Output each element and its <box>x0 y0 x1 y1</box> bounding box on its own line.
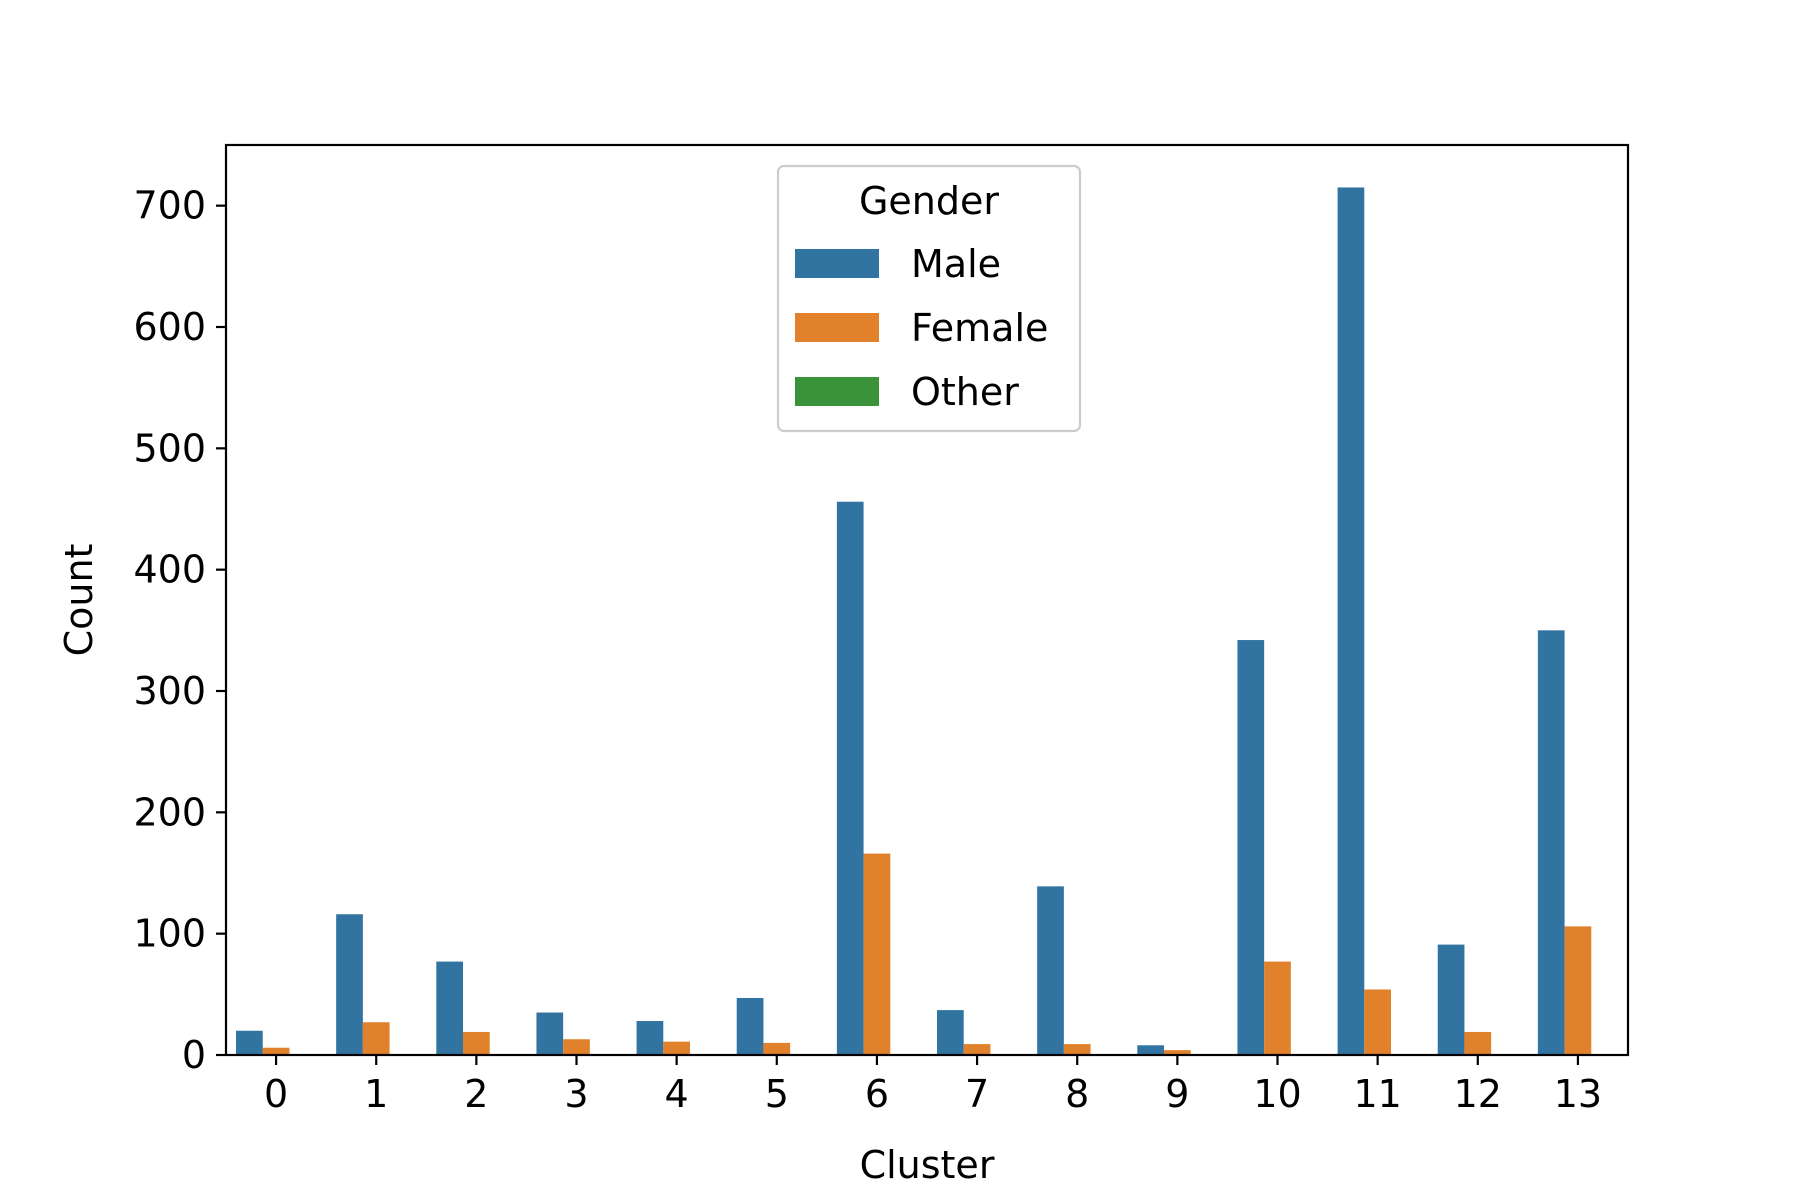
legend-label-female: Female <box>911 306 1048 350</box>
bar-male-4 <box>636 1021 664 1055</box>
y-tick-label: 300 <box>133 669 206 713</box>
bar-male-13 <box>1537 630 1565 1055</box>
legend-swatch-female <box>795 313 879 342</box>
x-tick-label: 13 <box>1554 1072 1602 1116</box>
x-tick-label: 3 <box>564 1072 588 1116</box>
x-axis-title: Cluster <box>860 1143 995 1187</box>
bar-female-7 <box>963 1044 991 1055</box>
axes-frame <box>224 143 1630 1057</box>
plot-area <box>224 143 1630 1057</box>
bar-male-9 <box>1137 1045 1165 1055</box>
bar-male-0 <box>236 1030 263 1055</box>
bar-female-12 <box>1464 1031 1492 1055</box>
bar-female-11 <box>1364 989 1391 1055</box>
y-tick-label: 400 <box>133 548 206 592</box>
bar-female-4 <box>663 1041 690 1055</box>
bar-female-13 <box>1564 926 1592 1055</box>
bars-layer <box>236 187 1592 1056</box>
bar-male-7 <box>937 1010 964 1055</box>
x-tick-label: 5 <box>765 1072 789 1116</box>
x-tick-label: 1 <box>364 1072 388 1116</box>
legend-label-male: Male <box>911 242 1001 286</box>
x-tick-label: 6 <box>865 1072 889 1116</box>
legend-label-other: Other <box>911 370 1019 414</box>
y-tick-label: 500 <box>133 426 206 470</box>
bar-female-3 <box>563 1039 590 1055</box>
y-tick-label: 600 <box>133 305 206 349</box>
bar-male-5 <box>736 997 764 1055</box>
y-tick-label: 700 <box>133 184 206 228</box>
x-tick-label: 4 <box>665 1072 689 1116</box>
x-tick-label: 2 <box>464 1072 488 1116</box>
x-tick-label: 8 <box>1065 1072 1089 1116</box>
x-tick-label: 0 <box>264 1072 288 1116</box>
bar-male-8 <box>1037 886 1064 1055</box>
x-axis: 0 1 2 3 4 5 6 7 8 9 10 11 12 13 <box>264 1055 1602 1116</box>
x-tick-label: 11 <box>1353 1072 1401 1116</box>
x-tick-label: 9 <box>1165 1072 1189 1116</box>
bar-male-6 <box>836 501 864 1056</box>
legend-box <box>776 164 1082 433</box>
bar-male-1 <box>336 914 363 1055</box>
bar-female-1 <box>362 1022 390 1055</box>
legend-swatch-male <box>795 249 879 278</box>
x-tick-label: 12 <box>1454 1072 1502 1116</box>
bar-female-10 <box>1264 961 1291 1055</box>
bar-male-3 <box>536 1012 564 1055</box>
legend-swatch-other <box>795 377 879 406</box>
legend: Gender Male Female Other <box>776 164 1082 433</box>
bar-female-8 <box>1063 1044 1091 1055</box>
y-axis: 0 100 200 300 400 500 600 700 <box>133 184 226 1077</box>
x-tick-label: 7 <box>965 1072 989 1116</box>
bar-male-10 <box>1237 640 1265 1055</box>
y-tick-label: 200 <box>133 790 206 834</box>
y-tick-label: 100 <box>133 912 206 956</box>
bar-female-6 <box>863 853 891 1055</box>
bar-male-11 <box>1337 187 1365 1055</box>
legend-title: Gender <box>859 179 999 223</box>
bar-female-5 <box>763 1042 791 1055</box>
bar-female-2 <box>463 1031 490 1055</box>
bar-male-12 <box>1437 944 1465 1055</box>
bar-female-9 <box>1164 1050 1191 1055</box>
bar-male-2 <box>436 961 464 1055</box>
x-tick-label: 10 <box>1253 1072 1301 1116</box>
bar-female-0 <box>262 1047 290 1055</box>
y-tick-label: 0 <box>182 1033 206 1077</box>
y-axis-title: Count <box>57 544 101 657</box>
